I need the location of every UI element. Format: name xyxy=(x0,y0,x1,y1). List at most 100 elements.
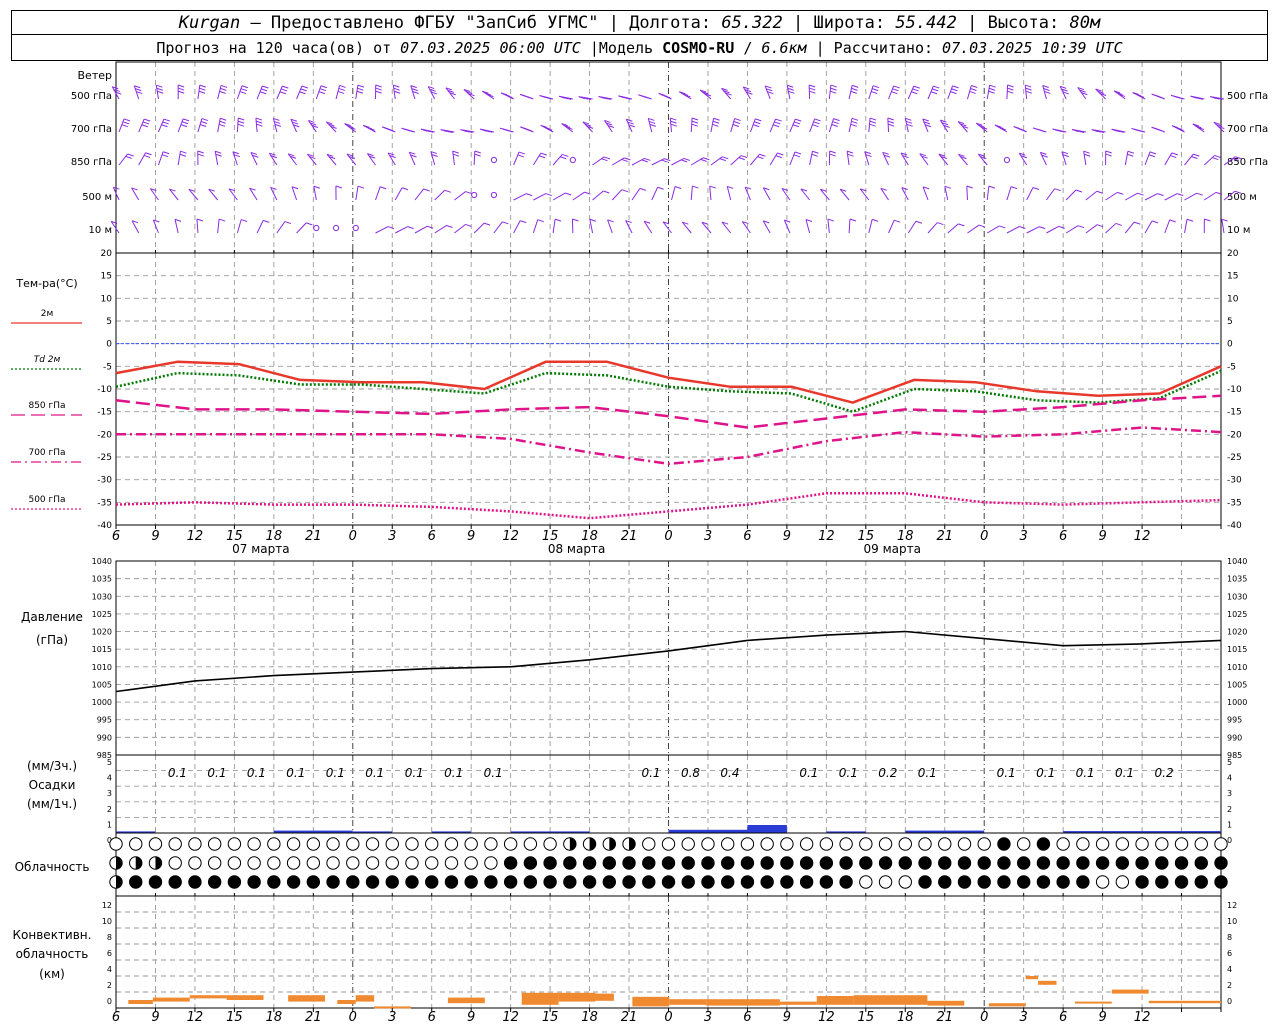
cloud-circle xyxy=(839,875,853,889)
wind-barb-feather xyxy=(563,124,571,128)
pres-title: Давление xyxy=(21,610,83,624)
wind-barb xyxy=(355,84,364,100)
wind-barb xyxy=(500,127,514,133)
conv-bar xyxy=(128,1000,153,1004)
wind-barb xyxy=(355,185,365,201)
wind-barb xyxy=(401,127,416,133)
wind-barb-staff xyxy=(927,222,938,234)
wind-barb-feather xyxy=(540,152,547,156)
wind-barb-feather xyxy=(784,219,791,223)
wind-barb xyxy=(1071,129,1086,134)
wind-barb-staff xyxy=(552,192,566,201)
cloud-symbol xyxy=(582,856,597,870)
wind-barb-staff xyxy=(335,85,341,100)
wind-barb-feather xyxy=(809,90,816,94)
cloud-symbol xyxy=(1214,856,1228,870)
wind-barb xyxy=(710,117,720,133)
pres-ytick-left: 1000 xyxy=(92,698,112,707)
cloud-circle xyxy=(1016,856,1031,870)
wind-title: Ветер xyxy=(78,69,112,82)
cloud-symbol xyxy=(1016,856,1031,870)
wind-barb-staff xyxy=(157,151,164,166)
x-hour-label: 9 xyxy=(783,529,791,544)
wind-barb-staff xyxy=(1006,186,1012,201)
conv-bar xyxy=(337,1000,356,1004)
wind-barb xyxy=(480,128,495,133)
wind-barb-feather xyxy=(1195,125,1202,129)
wind-barb-feather xyxy=(143,154,151,158)
wind-barb-feather xyxy=(468,93,475,97)
wind-barb-staff xyxy=(809,118,816,133)
temp-ytick-left: 10 xyxy=(101,294,113,304)
wind-barb-feather xyxy=(849,218,857,222)
wind-barb xyxy=(1006,186,1018,201)
wind-barb-feather xyxy=(520,220,527,224)
x-hour-label: 6 xyxy=(428,529,436,544)
cloud-circle xyxy=(661,837,676,851)
cloud-symbol xyxy=(247,856,261,870)
wind-barb xyxy=(669,117,677,133)
wind-barb xyxy=(1125,192,1144,201)
cloud-circle xyxy=(1056,837,1070,851)
wind-barb-staff xyxy=(197,85,201,100)
provider: Предоставлено ФГБУ "ЗапСиб УГМС" xyxy=(270,13,599,33)
wind-barb-feather xyxy=(957,121,965,125)
cloud-symbol xyxy=(365,875,380,889)
wind-barb-feather xyxy=(809,87,816,91)
wind-barb-staff xyxy=(152,219,159,234)
wind-barb-feather xyxy=(628,124,635,128)
conv-bar xyxy=(988,1003,1026,1007)
wind-barb xyxy=(762,220,771,234)
wind-barb-feather xyxy=(670,120,677,124)
wind-barb xyxy=(214,150,222,166)
wind-barb-feather xyxy=(719,158,726,162)
wind-barb-feather xyxy=(1157,95,1164,99)
wind-barb-feather xyxy=(466,91,473,95)
wind-barb-feather xyxy=(1077,225,1085,229)
wind-barb-feather xyxy=(1083,153,1091,157)
wind-barb-feather xyxy=(586,125,594,129)
wind-barb xyxy=(986,84,996,100)
cloud-circle xyxy=(346,837,360,851)
cloud-circle xyxy=(444,837,459,851)
wind-barb xyxy=(250,151,259,166)
cloud-symbol xyxy=(997,837,1011,851)
cloud-symbol xyxy=(227,875,242,889)
wind-barb xyxy=(520,126,534,133)
wind-barb-feather xyxy=(765,85,772,89)
wind-barb xyxy=(859,188,870,201)
wind-barb-staff xyxy=(904,118,909,133)
wind-barb xyxy=(174,218,182,234)
wind-barb-feather xyxy=(833,118,840,122)
x-hour-label-bottom: 0 xyxy=(664,1010,672,1024)
wind-barb-staff xyxy=(769,152,778,166)
wind-barb xyxy=(1170,94,1185,100)
wind-barb-feather xyxy=(1038,129,1046,133)
wind-barb-feather xyxy=(232,151,240,155)
wind-barb-feather xyxy=(962,125,969,129)
wind-barb-feather xyxy=(869,123,876,127)
wind-barb-staff xyxy=(730,155,742,166)
wind-barb-feather xyxy=(423,188,430,192)
cloud-symbol xyxy=(326,856,340,870)
cloud-symbol xyxy=(701,837,715,851)
cloud-symbol xyxy=(306,837,321,851)
wind-barb xyxy=(188,188,199,201)
prec-value-label: 0.1 xyxy=(286,766,305,780)
wind-barb-staff xyxy=(868,85,874,100)
wind-barb-staff xyxy=(1124,221,1135,234)
wind-barb-feather xyxy=(255,117,263,121)
wind-barb-feather xyxy=(484,92,491,96)
wind-barb-feather xyxy=(1095,88,1102,92)
wind-barb-staff xyxy=(174,219,179,234)
cloud-circle xyxy=(760,856,774,870)
cloud-symbol xyxy=(286,856,301,870)
wind-barb xyxy=(118,118,131,133)
wind-barb-feather xyxy=(410,154,417,158)
pres-ytick-left: 985 xyxy=(97,751,112,760)
wind-barb-feather xyxy=(375,90,382,94)
wind-barb xyxy=(744,186,752,201)
wind-barb-feather xyxy=(1137,192,1144,196)
wind-barb-staff xyxy=(762,187,771,201)
wind-barb-feather xyxy=(197,150,204,154)
